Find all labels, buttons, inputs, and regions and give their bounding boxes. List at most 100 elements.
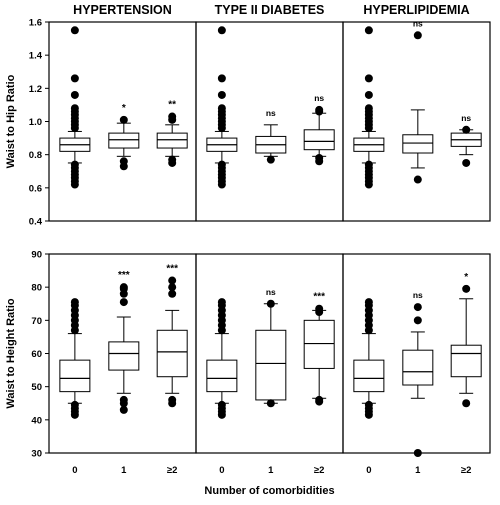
outlier-point: [364, 26, 373, 35]
x-tick-label: 0: [219, 465, 224, 476]
outlier-point: [217, 298, 226, 307]
outlier-point: [413, 303, 422, 312]
outlier-point: [70, 26, 79, 35]
outlier-point: [217, 104, 226, 113]
x-tick-label: ≥2: [314, 465, 325, 476]
outlier-point: [119, 395, 128, 404]
y-tick-label: 90: [31, 250, 42, 261]
outlier-point: [168, 112, 177, 121]
significance-marker: **: [168, 100, 176, 111]
x-tick-label: 1: [121, 465, 127, 476]
y-tick-label: 1.0: [29, 117, 42, 128]
y-tick-label: 60: [31, 349, 42, 360]
significance-marker: *: [122, 103, 126, 114]
outlier-point: [266, 155, 275, 164]
iqr-box: [402, 349, 434, 386]
y-axis-label: Waist to Hip Ratio: [5, 74, 17, 168]
y-tick-label: 50: [31, 382, 42, 393]
outlier-point: [70, 90, 79, 99]
x-tick-label: 0: [366, 465, 371, 476]
outlier-point: [364, 74, 373, 83]
iqr-box: [108, 341, 140, 371]
outlier-point: [168, 276, 177, 285]
outlier-point: [413, 316, 422, 325]
y-tick-label: 1.6: [29, 18, 42, 29]
iqr-box: [255, 329, 287, 401]
iqr-box: [353, 359, 385, 393]
iqr-box: [303, 129, 335, 151]
outlier-point: [315, 395, 324, 404]
iqr-box: [206, 359, 238, 393]
outlier-point: [217, 74, 226, 83]
outlier-point: [168, 155, 177, 164]
outlier-point: [217, 160, 226, 169]
outlier-point: [119, 157, 128, 166]
outlier-point: [315, 105, 324, 114]
outlier-point: [462, 399, 471, 408]
x-tick-label: 0: [72, 465, 77, 476]
iqr-box: [156, 329, 188, 378]
column-title: HYPERTENSION: [73, 3, 172, 17]
significance-marker: ns: [266, 287, 276, 297]
outlier-point: [168, 289, 177, 298]
iqr-box: [108, 132, 140, 149]
y-tick-label: 1.2: [29, 84, 42, 95]
outlier-point: [168, 395, 177, 404]
significance-marker: ns: [461, 113, 471, 123]
column-title: TYPE II DIABETES: [215, 3, 325, 17]
iqr-box: [156, 132, 188, 149]
outlier-point: [364, 160, 373, 169]
outlier-point: [462, 125, 471, 134]
significance-marker: *: [464, 272, 468, 283]
y-tick-label: 0.4: [29, 217, 43, 228]
outlier-point: [364, 400, 373, 409]
x-tick-label: 1: [415, 465, 421, 476]
outlier-point: [70, 400, 79, 409]
iqr-box: [402, 134, 434, 154]
column-title: HYPERLIPIDEMIA: [363, 3, 469, 17]
outlier-point: [168, 283, 177, 292]
outlier-point: [413, 449, 422, 457]
y-tick-label: 40: [31, 415, 42, 426]
significance-marker: ns: [266, 108, 276, 118]
y-tick-label: 30: [31, 449, 42, 460]
outlier-point: [266, 299, 275, 308]
x-tick-label: 1: [268, 465, 274, 476]
significance-marker: ***: [166, 264, 178, 275]
outlier-point: [413, 31, 422, 40]
outlier-point: [119, 283, 128, 292]
x-tick-label: ≥2: [461, 465, 472, 476]
outlier-point: [217, 400, 226, 409]
outlier-point: [266, 399, 275, 408]
outlier-point: [70, 298, 79, 307]
outlier-point: [364, 104, 373, 113]
outlier-point: [364, 90, 373, 99]
panel-frame: [342, 21, 491, 222]
x-tick-label: ≥2: [167, 465, 178, 476]
outlier-point: [70, 74, 79, 83]
iqr-box: [450, 344, 482, 378]
outlier-point: [70, 160, 79, 169]
iqr-box: [59, 359, 91, 393]
significance-marker: ns: [413, 18, 423, 28]
outlier-point: [119, 298, 128, 307]
y-axis-label: Waist to Height Ratio: [5, 298, 17, 408]
outlier-point: [413, 175, 422, 184]
outlier-point: [217, 90, 226, 99]
outlier-point: [364, 298, 373, 307]
outlier-point: [217, 26, 226, 35]
significance-marker: ns: [314, 93, 324, 103]
x-axis-label: Number of comorbidities: [204, 485, 334, 497]
significance-marker: ***: [313, 292, 325, 303]
outlier-point: [315, 304, 324, 313]
y-tick-label: 1.4: [29, 51, 43, 62]
y-tick-label: 0.6: [29, 183, 42, 194]
outlier-point: [70, 104, 79, 113]
outlier-point: [119, 115, 128, 124]
y-tick-label: 80: [31, 283, 42, 294]
iqr-box: [303, 319, 335, 369]
significance-marker: ***: [118, 270, 130, 281]
outlier-point: [462, 158, 471, 167]
